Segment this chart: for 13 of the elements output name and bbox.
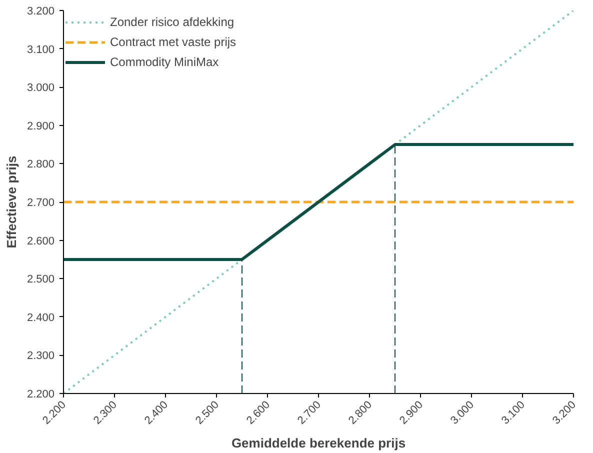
y-tick-label: 2.800 [26, 158, 55, 171]
y-axis-title: Effectieve prijs [4, 156, 19, 248]
y-tick-label: 3.200 [26, 6, 55, 18]
y-tick-label: 2.200 [26, 388, 55, 400]
y-tick-label: 2.900 [26, 120, 55, 132]
y-tick-label: 2.400 [26, 312, 55, 324]
y-tick-label: 2.500 [26, 274, 55, 286]
y-tick-label: 2.300 [26, 350, 55, 362]
y-tick-label: 3.000 [26, 82, 55, 94]
y-tick-label: 3.100 [26, 44, 55, 56]
x-axis-title: Gemiddelde berekende prijs [231, 436, 406, 451]
y-tick-label: 2.700 [26, 197, 55, 209]
y-tick-label: 2.600 [26, 235, 55, 248]
